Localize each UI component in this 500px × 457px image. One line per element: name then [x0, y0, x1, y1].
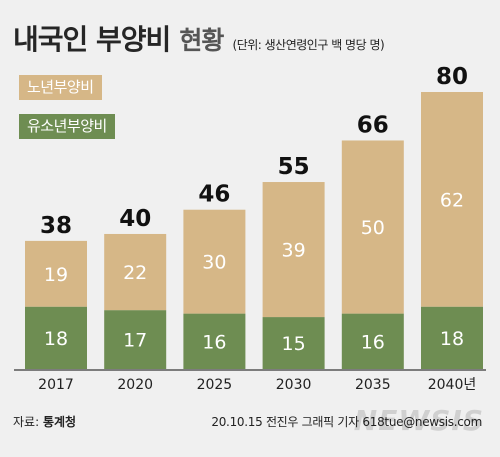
- youth-value-label: 17: [123, 330, 147, 352]
- bar-elderly: [183, 209, 246, 314]
- total-value-label: 46: [198, 182, 230, 208]
- total-value-label: 80: [436, 64, 468, 90]
- source-note: 자료: 통계청: [13, 413, 76, 430]
- chart-subtitle: 현황: [179, 26, 224, 55]
- source-prefix: 자료:: [13, 415, 43, 429]
- credit-note: 20.10.15 전진우 그래픽 기자 618tue@newsis.com: [211, 415, 482, 429]
- x-tick-label: 2017: [38, 377, 74, 393]
- bar-elderly: [25, 240, 87, 307]
- total-value-label: 40: [119, 206, 151, 232]
- x-tick-label: 2030: [276, 377, 312, 393]
- bar-youth: [25, 306, 87, 369]
- elderly-value-label: 19: [44, 264, 68, 286]
- bar-elderly: [421, 92, 483, 307]
- youth-value-label: 15: [282, 333, 306, 355]
- x-tick-label: 2040년: [428, 377, 477, 393]
- total-value-label: 66: [357, 112, 389, 138]
- legend-youth: 유소년부양비: [19, 114, 115, 139]
- youth-value-label: 18: [44, 328, 68, 350]
- elderly-value-label: 50: [361, 217, 385, 239]
- youth-value-label: 16: [202, 331, 226, 353]
- bar-youth: [183, 313, 246, 369]
- elderly-value-label: 62: [440, 189, 464, 211]
- bar-youth: [104, 310, 167, 369]
- youth-value-label: 16: [361, 331, 385, 353]
- x-tick-label: 2025: [197, 377, 233, 393]
- elderly-value-label: 30: [202, 252, 226, 274]
- bar-youth: [421, 306, 483, 369]
- bar-youth: [262, 317, 325, 369]
- source-name: 통계청: [42, 415, 77, 429]
- legend-elderly: 노년부양비: [19, 75, 102, 100]
- elderly-value-label: 22: [123, 262, 147, 284]
- bar-elderly: [104, 233, 167, 311]
- bar-elderly: [262, 182, 325, 318]
- x-tick-label: 2035: [355, 377, 391, 393]
- elderly-value-label: 39: [282, 240, 306, 262]
- youth-value-label: 18: [440, 328, 464, 350]
- total-value-label: 38: [40, 213, 72, 239]
- newsis-watermark: NEWSIS: [353, 404, 484, 437]
- title-block: 내국인 부양비 현황 (단위: 생산연령인구 백 명당 명): [13, 18, 385, 58]
- bar-elderly: [341, 140, 404, 314]
- bar-youth: [341, 313, 404, 369]
- chart-title: 내국인 부양비: [13, 23, 171, 56]
- unit-note: (단위: 생산연령인구 백 명당 명): [232, 38, 385, 52]
- x-tick-label: 2020: [117, 377, 153, 393]
- total-value-label: 55: [278, 154, 310, 180]
